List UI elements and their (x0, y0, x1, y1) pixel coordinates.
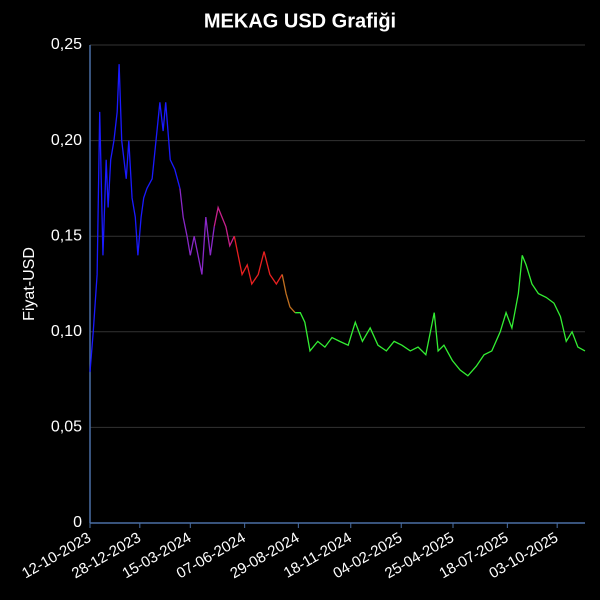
y-tick-label: 0,15 (51, 227, 82, 244)
price-line (89, 64, 181, 373)
chart-title: MEKAG USD Grafiği (204, 10, 396, 32)
price-line (213, 205, 235, 248)
y-tick-label: 0 (73, 514, 82, 531)
y-tick-label: 0,20 (51, 132, 82, 149)
y-tick-label: 0,10 (51, 323, 82, 340)
price-line (295, 255, 586, 377)
price-line (179, 188, 215, 275)
price-line (281, 274, 296, 314)
y-axis-label: Fiyat-USD (21, 247, 38, 321)
y-tick-label: 0,25 (51, 36, 82, 53)
y-tick-label: 0,05 (51, 419, 82, 436)
price-line (233, 236, 283, 286)
